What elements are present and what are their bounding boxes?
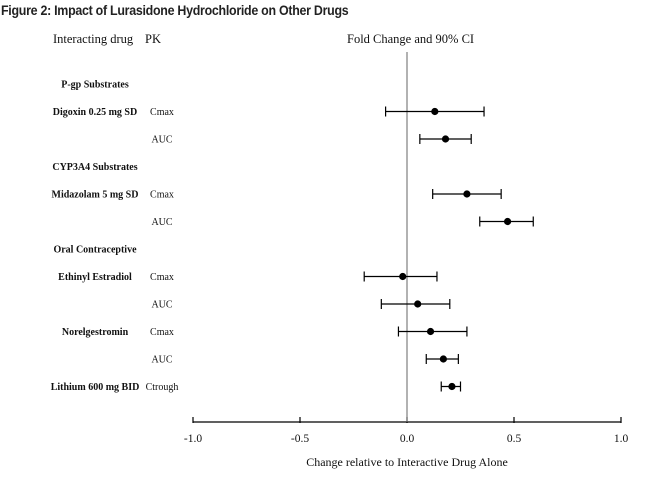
ci-row	[397, 326, 468, 337]
x-tick-label: -1.0	[184, 433, 202, 445]
header-interacting-drug: Interacting drug	[53, 32, 134, 46]
x-tick-label: -0.5	[291, 433, 309, 445]
group-label: CYP3A4 Substrates	[52, 162, 137, 173]
ci-row	[419, 134, 472, 144]
group-label: Oral Contraceptive	[53, 245, 137, 256]
drug-label: Norelgestromin	[62, 327, 129, 338]
ci-row	[363, 271, 438, 282]
ci-row	[385, 106, 485, 117]
drug-label: Lithium 600 mg BID	[51, 382, 140, 393]
ci-row	[440, 381, 462, 392]
drug-label: Digoxin 0.25 mg SD	[53, 107, 137, 118]
x-tick-label: 1.0	[614, 433, 629, 445]
pk-label: Ctrough	[146, 382, 179, 393]
pk-label: AUC	[151, 135, 172, 146]
point-estimate	[426, 327, 435, 336]
drug-label: Ethinyl Estradiol	[58, 272, 132, 283]
group-label: P-gp Substrates	[61, 80, 129, 91]
point-estimate	[463, 190, 471, 198]
point-estimate	[448, 382, 456, 391]
figure-title: Figure 2: Impact of Lurasidone Hydrochlo…	[1, 3, 349, 18]
pk-label: Cmax	[150, 272, 174, 283]
x-tick-label: 0.5	[507, 433, 522, 445]
x-tick-label: 0.0	[400, 433, 415, 445]
pk-label: Cmax	[150, 327, 174, 338]
point-estimate	[441, 135, 450, 143]
row-labels: P-gp Substrates Digoxin 0.25 mg SD Cmax AUC…	[51, 80, 179, 394]
point-estimate	[439, 355, 447, 363]
point-estimate	[399, 272, 407, 281]
point-estimate	[503, 217, 512, 226]
plot-marks	[363, 52, 534, 422]
ci-row	[479, 216, 534, 227]
pk-label: Cmax	[150, 190, 174, 201]
ci-row	[380, 299, 451, 309]
pk-label: Cmax	[150, 107, 174, 118]
ci-row	[432, 189, 502, 199]
drug-label: Midazolam 5 mg SD	[52, 190, 139, 201]
pk-label: AUC	[151, 355, 172, 366]
x-axis: -1.0 -0.5 0.0 0.5 1.0	[184, 417, 629, 445]
header-pk: PK	[145, 32, 161, 46]
point-estimate	[414, 300, 422, 308]
header-fold-change: Fold Change and 90% CI	[347, 32, 475, 46]
point-estimate	[431, 107, 439, 116]
pk-label: AUC	[151, 217, 172, 228]
x-axis-label: Change relative to Interactive Drug Alon…	[306, 455, 508, 469]
ci-row	[425, 354, 459, 364]
pk-label: AUC	[151, 300, 172, 311]
